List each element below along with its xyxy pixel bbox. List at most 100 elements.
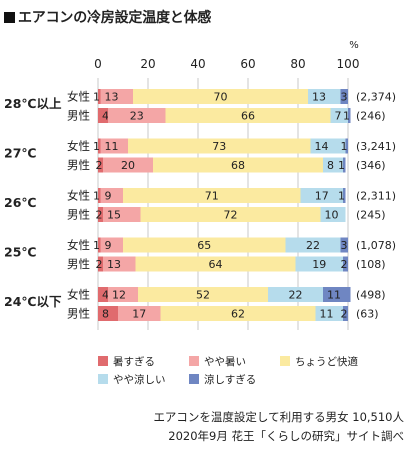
group-label: 26℃: [4, 195, 37, 210]
data-label: 11: [320, 308, 334, 321]
x-tick-label: 20: [140, 57, 155, 71]
data-label: 10: [325, 209, 339, 222]
data-label: 19: [312, 258, 326, 271]
data-label: 73: [212, 140, 226, 153]
bar-segment: [108, 287, 138, 302]
sample-size-label: (1,078): [356, 239, 396, 252]
bar-segment: [165, 108, 331, 123]
bar-segment: [98, 108, 108, 123]
sample-size-label: (3,241): [356, 140, 396, 153]
bar-segment: [100, 138, 128, 154]
data-label: 23: [130, 110, 144, 123]
data-label: 70: [214, 91, 228, 104]
bar-segment: [140, 207, 321, 222]
legend-swatch: [189, 374, 199, 384]
bar-segment: [153, 157, 323, 173]
data-label: 52: [196, 289, 210, 302]
data-label: 2: [96, 159, 103, 172]
row-label: 男性: [67, 109, 90, 123]
data-label: 1: [341, 140, 348, 153]
data-label: 4: [102, 110, 109, 123]
sample-size-label: (63): [356, 308, 379, 321]
bar-segment: [295, 256, 343, 272]
bar-segment: [98, 306, 118, 321]
legend-label: やや暑い: [204, 356, 246, 368]
bar-segment: [285, 237, 341, 253]
group-label: 24℃以下: [4, 294, 62, 309]
legend-label: 暑すぎる: [113, 355, 155, 368]
source-note-sample: エアコンを温度設定して利用する男女 10,510人: [153, 410, 404, 424]
data-label: 17: [132, 308, 146, 321]
sample-size-label: (498): [356, 289, 386, 302]
data-label: 4: [102, 289, 109, 302]
bar-segment: [323, 287, 351, 302]
bar-segment: [340, 89, 348, 104]
sample-size-label: (346): [356, 159, 386, 172]
bar-segment: [330, 108, 348, 123]
sample-size-label: (246): [356, 110, 386, 123]
x-tick-label: 100: [337, 57, 360, 71]
data-label: 8: [327, 159, 334, 172]
bar-segment: [315, 306, 343, 321]
sample-size-label: (245): [356, 209, 386, 222]
bar-segment: [100, 237, 123, 253]
data-label: 13: [107, 258, 121, 271]
bar-segment: [340, 237, 348, 253]
bar-segment: [160, 306, 316, 321]
data-label: 66: [241, 110, 255, 123]
bar-segment: [128, 138, 311, 154]
data-label: 64: [209, 258, 223, 271]
bar-segment: [103, 157, 153, 173]
data-label: 65: [197, 239, 211, 252]
x-tick-label: 40: [190, 57, 205, 71]
bar-segment: [98, 89, 101, 104]
row-label: 男性: [67, 257, 90, 271]
data-label: 13: [312, 91, 326, 104]
data-label: 20: [121, 159, 135, 172]
group-label: 28℃以上: [4, 96, 62, 111]
bar-segment: [103, 256, 136, 272]
data-label: 7: [335, 110, 342, 123]
legend-label: ちょうど快適: [295, 355, 358, 368]
legend-label: 涼しすぎる: [204, 373, 256, 386]
row-label: 女性: [67, 139, 90, 153]
data-label: 3: [341, 91, 348, 104]
bar-segment: [108, 108, 166, 123]
bar-segment: [103, 207, 141, 222]
data-label: 14: [315, 140, 329, 153]
data-label: 68: [231, 159, 245, 172]
data-label: 13: [105, 91, 119, 104]
title-marker: [4, 12, 15, 23]
row-label: 女性: [67, 189, 90, 203]
data-label: 8: [102, 308, 109, 321]
bar-segment: [98, 207, 103, 222]
chart-title: エアコンの冷房設定温度と体感: [4, 7, 211, 27]
data-label: 2: [96, 258, 103, 271]
row-label: 男性: [67, 208, 90, 222]
data-label: 1: [93, 239, 100, 252]
bar-segment: [98, 287, 108, 302]
legend-swatch: [98, 374, 108, 384]
bar-segment: [123, 237, 286, 253]
data-label: 1: [93, 140, 100, 153]
row-label: 男性: [67, 307, 90, 321]
legend-swatch: [189, 356, 199, 366]
x-tick-label: 80: [290, 57, 305, 71]
data-label: 2: [341, 258, 348, 271]
bar-segment: [268, 287, 323, 302]
bar-segment: [98, 237, 101, 253]
bar-segment: [135, 256, 296, 272]
bar-segment: [98, 138, 101, 154]
bar-segment: [345, 138, 348, 154]
bar-segment: [348, 108, 351, 123]
bar-segment: [98, 157, 103, 173]
data-label: 11: [327, 289, 341, 302]
data-label: 71: [205, 190, 219, 203]
bar-segment: [343, 306, 348, 321]
bar-segment: [98, 256, 103, 272]
data-label: 2: [96, 209, 103, 222]
bar-segment: [98, 188, 101, 203]
data-label: 15: [107, 209, 121, 222]
bar-segment: [100, 188, 123, 203]
